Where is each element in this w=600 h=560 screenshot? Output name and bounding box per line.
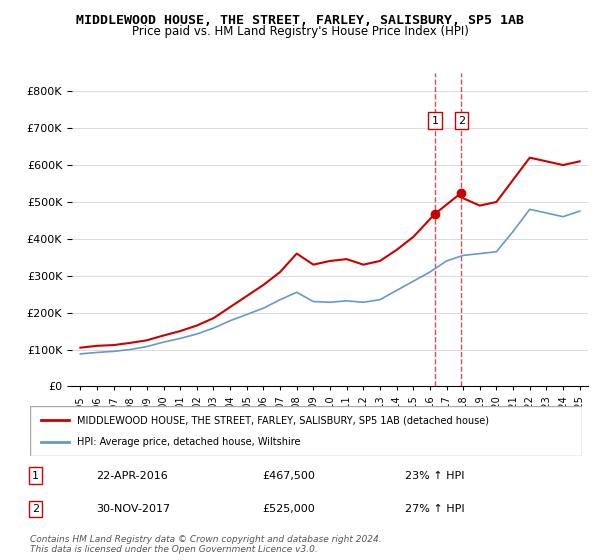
Text: Contains HM Land Registry data © Crown copyright and database right 2024.
This d: Contains HM Land Registry data © Crown c… [30,535,382,554]
Text: 22-APR-2016: 22-APR-2016 [96,470,168,480]
Text: MIDDLEWOOD HOUSE, THE STREET, FARLEY, SALISBURY, SP5 1AB: MIDDLEWOOD HOUSE, THE STREET, FARLEY, SA… [76,14,524,27]
Text: 23% ↑ HPI: 23% ↑ HPI [406,470,465,480]
Text: 27% ↑ HPI: 27% ↑ HPI [406,504,465,514]
Text: 1: 1 [431,116,439,126]
Text: 30-NOV-2017: 30-NOV-2017 [96,504,170,514]
Text: HPI: Average price, detached house, Wiltshire: HPI: Average price, detached house, Wilt… [77,437,301,447]
Text: 1: 1 [32,470,39,480]
Text: Price paid vs. HM Land Registry's House Price Index (HPI): Price paid vs. HM Land Registry's House … [131,25,469,38]
Text: £525,000: £525,000 [262,504,314,514]
Text: 2: 2 [32,504,39,514]
Text: 2: 2 [458,116,465,126]
Text: £467,500: £467,500 [262,470,315,480]
FancyBboxPatch shape [30,406,582,456]
Text: MIDDLEWOOD HOUSE, THE STREET, FARLEY, SALISBURY, SP5 1AB (detached house): MIDDLEWOOD HOUSE, THE STREET, FARLEY, SA… [77,415,489,425]
